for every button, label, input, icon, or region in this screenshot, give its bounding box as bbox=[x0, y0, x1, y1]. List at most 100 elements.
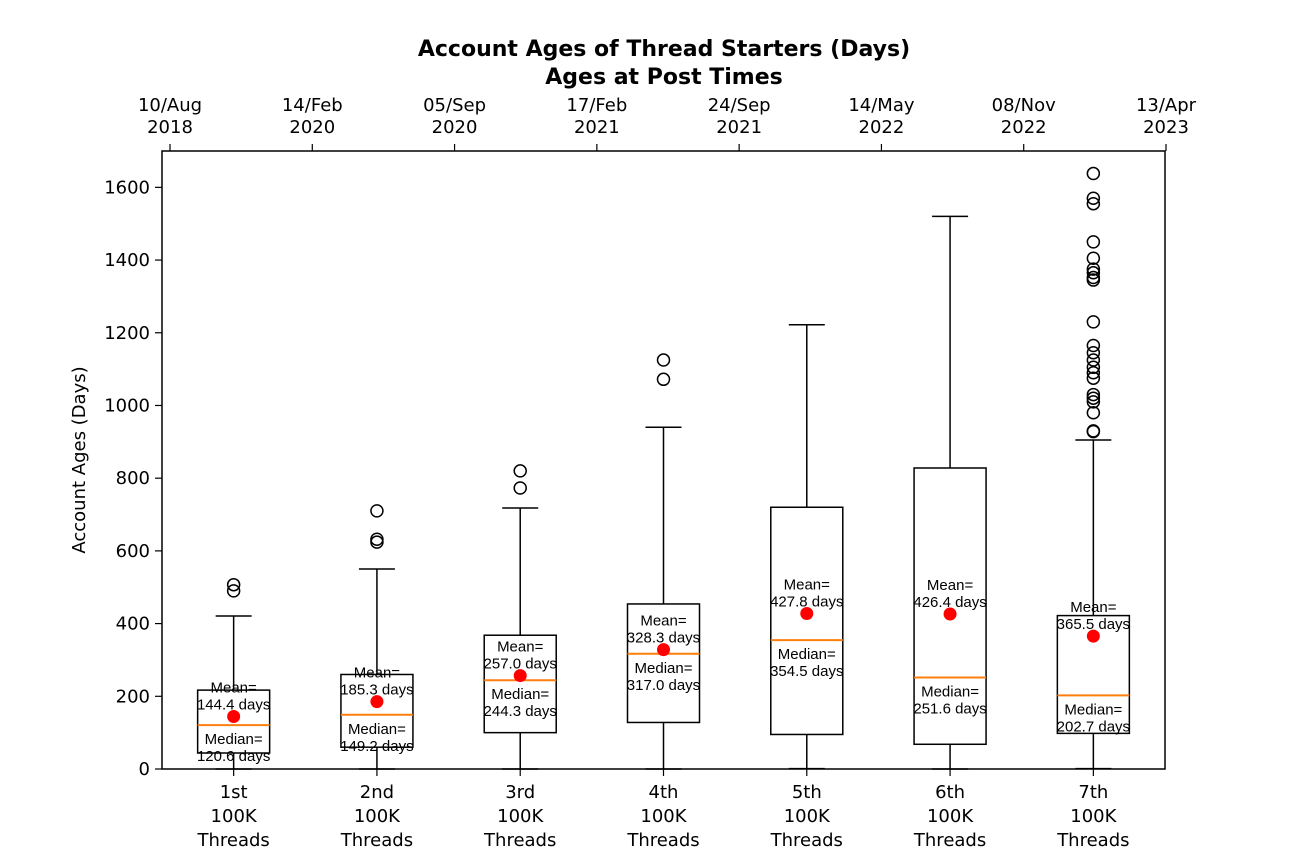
iqr-box bbox=[626, 603, 701, 724]
top-tick-label: 2023 bbox=[1143, 117, 1189, 138]
x-tick-label: 7th bbox=[1078, 782, 1108, 803]
median-value: 354.5 days bbox=[770, 663, 843, 680]
y-axis-label: Account Ages (Days) bbox=[69, 366, 90, 553]
mean-point bbox=[227, 710, 241, 724]
mean-label: Mean= bbox=[497, 639, 544, 656]
x-axis: 1st 100K Threads 2nd 100K Threads 3rd 100K Threa… bbox=[196, 769, 1130, 851]
box-group: Mean=426.4 days Median=251.6 days bbox=[913, 215, 987, 770]
outlier-point bbox=[1086, 338, 1101, 353]
top-tick-label: 2022 bbox=[1001, 117, 1047, 138]
iqr-box bbox=[913, 467, 987, 746]
x-tick-label: Threads bbox=[913, 830, 986, 851]
top-tick-label: 10/Aug bbox=[138, 95, 202, 116]
outlier-point bbox=[1086, 424, 1101, 438]
median-label: Median= bbox=[205, 731, 263, 748]
y-tick-label: 1600 bbox=[104, 177, 150, 198]
mean-label: Mean= bbox=[210, 680, 257, 697]
x-tick-label: Threads bbox=[1056, 830, 1129, 851]
x-tick-label: Threads bbox=[770, 830, 843, 851]
x-tick-label: 100K bbox=[1070, 806, 1117, 827]
x-tick-label: 1st bbox=[220, 782, 248, 803]
outlier-point bbox=[656, 372, 671, 387]
mean-point bbox=[1086, 629, 1100, 643]
median-label: Median= bbox=[491, 686, 549, 703]
mean-point bbox=[943, 607, 957, 621]
mean-label: Mean= bbox=[927, 577, 974, 594]
top-tick-label: 13/Apr bbox=[1136, 95, 1197, 116]
box-group: Mean=144.4 days Median=120.6 days bbox=[196, 577, 271, 770]
outlier-point bbox=[1086, 191, 1101, 206]
mean-point bbox=[370, 695, 384, 709]
iqr-box bbox=[770, 506, 844, 736]
mean-value: 426.4 days bbox=[913, 594, 986, 611]
top-tick-label: 24/Sep bbox=[708, 95, 771, 116]
box-group: Mean=185.3 days Median=149.2 days bbox=[340, 504, 414, 770]
y-tick-label: 600 bbox=[116, 541, 150, 562]
chart-title: Account Ages of Thread Starters (Days) bbox=[418, 37, 910, 62]
mean-point bbox=[800, 606, 814, 620]
top-tick-label: 2021 bbox=[716, 117, 762, 138]
x-tick-label: 100K bbox=[927, 806, 974, 827]
top-tick-label: 14/Feb bbox=[282, 95, 343, 116]
y-tick-label: 400 bbox=[116, 614, 150, 635]
x-tick-label: 100K bbox=[497, 806, 544, 827]
x-tick-label: 2nd bbox=[360, 782, 394, 803]
x-tick-label: 6th bbox=[935, 782, 965, 803]
outlier-point bbox=[513, 481, 527, 495]
median-value: 317.0 days bbox=[627, 677, 700, 694]
x-tick-label: 4th bbox=[649, 782, 679, 803]
x-tick-label: Threads bbox=[196, 830, 269, 851]
y-tick-label: 0 bbox=[139, 759, 150, 780]
median-value: 244.3 days bbox=[484, 703, 557, 720]
outlier-point bbox=[1086, 391, 1101, 405]
y-tick-label: 1200 bbox=[104, 323, 150, 344]
median-label: Median= bbox=[921, 684, 979, 701]
chart-subtitle: Ages at Post Times bbox=[545, 65, 782, 90]
x-tick-label: Threads bbox=[626, 830, 699, 851]
x-tick-label: 100K bbox=[640, 806, 687, 827]
mean-label: Mean= bbox=[1070, 599, 1117, 616]
median-value: 149.2 days bbox=[340, 738, 413, 755]
mean-point bbox=[513, 669, 527, 683]
outlier-point bbox=[1086, 346, 1101, 360]
top-tick-label: 2022 bbox=[859, 117, 905, 138]
box-group: Mean=365.5 days Median=202.7 days bbox=[1056, 166, 1131, 770]
mean-value: 365.5 days bbox=[1057, 616, 1130, 633]
outlier-point bbox=[370, 535, 384, 549]
mean-label: Mean= bbox=[640, 613, 687, 630]
mean-value: 185.3 days bbox=[340, 682, 413, 699]
box-group: Mean=427.8 days Median=354.5 days bbox=[770, 324, 844, 770]
outlier-point bbox=[370, 532, 384, 546]
x-tick-label: 5th bbox=[792, 782, 822, 803]
top-tick-label: 08/Nov bbox=[992, 95, 1056, 116]
outlier-point bbox=[1086, 166, 1101, 181]
x-tick-label: 100K bbox=[211, 806, 258, 827]
outlier-point bbox=[1086, 262, 1101, 276]
outlier-point bbox=[1086, 387, 1101, 402]
median-label: Median= bbox=[1064, 701, 1122, 718]
top-date-axis: 10/Aug201814/Feb202005/Sep202017/Feb2021… bbox=[138, 95, 1197, 151]
y-axis: 0 200 400 600 800 1000 1200 1400 1600 bbox=[104, 177, 162, 780]
top-tick-label: 17/Feb bbox=[566, 95, 627, 116]
median-label: Median= bbox=[778, 646, 836, 663]
x-tick-label: 100K bbox=[784, 806, 831, 827]
outlier-point bbox=[226, 577, 241, 592]
outlier-point bbox=[1086, 395, 1101, 409]
outlier-point bbox=[226, 584, 241, 598]
outlier-point bbox=[1086, 360, 1101, 375]
y-tick-label: 1400 bbox=[104, 250, 150, 271]
mean-label: Mean= bbox=[354, 665, 401, 682]
median-value: 202.7 days bbox=[1057, 718, 1130, 735]
iqr-box bbox=[483, 634, 557, 734]
median-value: 251.6 days bbox=[913, 701, 986, 718]
top-tick-label: 2021 bbox=[574, 117, 620, 138]
outlier-point bbox=[1086, 315, 1101, 329]
outlier-point bbox=[1086, 235, 1101, 249]
outlier-point bbox=[1086, 405, 1101, 420]
outlier-point bbox=[1086, 270, 1101, 285]
mean-value: 328.3 days bbox=[627, 630, 700, 647]
top-tick-label: 2018 bbox=[147, 117, 193, 138]
outlier-point bbox=[513, 464, 527, 478]
